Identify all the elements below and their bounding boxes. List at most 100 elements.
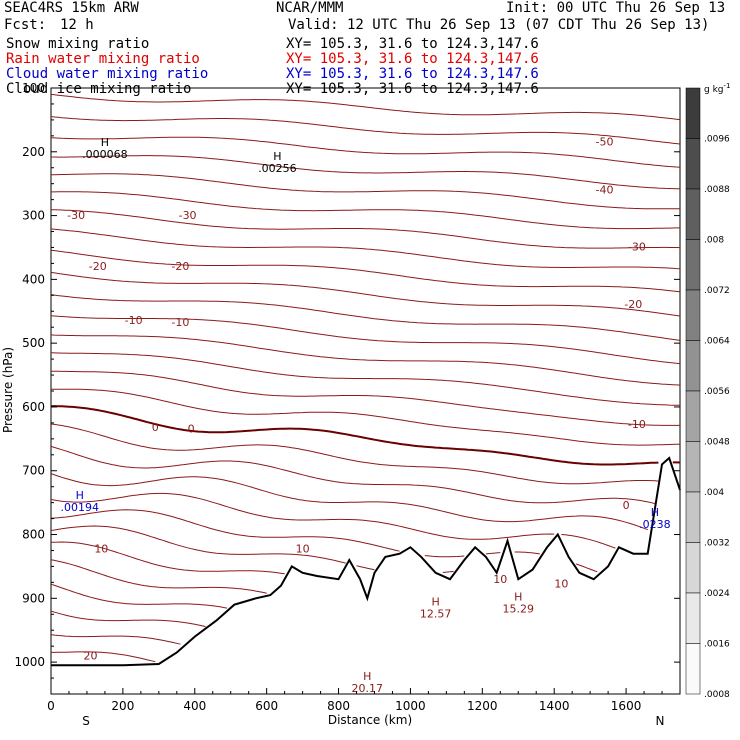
isotherm-line	[50, 315, 681, 365]
extremum-value: 12.57	[420, 607, 452, 620]
colorbar-label: .0056	[704, 387, 730, 397]
colorbar-label: .0008	[704, 690, 730, 700]
forecast-label: Fcst:	[4, 17, 47, 33]
x-axis-title: Distance (km)	[328, 713, 412, 727]
y-tick-label: 200	[22, 145, 45, 159]
contour-value-label: 10	[554, 577, 568, 590]
x-tick-label: 1400	[539, 699, 570, 713]
extremum-value: .0238	[639, 518, 671, 531]
colorbar-units: g kg-1	[704, 82, 730, 95]
isotherm-line	[50, 116, 681, 145]
y-tick-label: 100	[22, 81, 45, 95]
init-time: Init: 00 UTC Thu 26 Sep 13	[506, 0, 726, 16]
extremum-marker: H	[514, 590, 522, 603]
contour-value-label: 0	[188, 422, 195, 435]
contour-value-label: -20	[89, 260, 107, 273]
isotherm-line	[51, 651, 156, 663]
isotherm-line	[50, 473, 648, 531]
x-tick-label: 1600	[611, 699, 642, 713]
contour-value-label: -10	[125, 314, 143, 327]
colorbar-swatch	[685, 491, 701, 543]
plot-frame	[50, 87, 681, 695]
isotherm-line	[50, 352, 681, 406]
extremum-marker: H	[76, 489, 84, 502]
y-tick-label: 1000	[14, 655, 45, 669]
y-axis-title: Pressure (hPa)	[1, 347, 15, 433]
contour-value-label: -30	[179, 209, 197, 222]
field-cloudwater-name: Cloud water mixing ratio	[6, 66, 209, 82]
y-tick-label: 500	[22, 336, 45, 350]
extremum-marker: H	[363, 670, 371, 683]
isotherm-line	[50, 249, 681, 293]
colorbar-swatch	[685, 542, 701, 594]
organization-label: NCAR/MMM	[276, 0, 344, 16]
forecast-hour: 12 h	[60, 17, 94, 33]
x-axis: 0 200 400 600 800 1000 1200 1400 1600	[47, 688, 663, 713]
contour-value-label: -20	[624, 298, 642, 311]
field-cloudice-name: Cloud ice mixing ratio	[6, 81, 192, 97]
isotherm-line	[50, 610, 206, 628]
x-tick-label: 0	[47, 699, 55, 713]
colorbar-swatch	[685, 390, 701, 442]
valid-time: Valid: 12 UTC Thu 26 Sep 13 (07 CDT Thu …	[288, 17, 710, 33]
contour-labels: -50 -40 -30 -30 -30 -20 -20 -20 -10 -10 -10 0 0 0 10 10…	[67, 135, 646, 662]
contour-value-label: 10	[94, 542, 108, 555]
colorbar-swatch	[685, 239, 701, 291]
isotherm-line	[50, 445, 655, 504]
extremum-marker: H	[431, 595, 439, 608]
contour-value-label: 10	[493, 573, 507, 586]
contour-value-label: -20	[171, 260, 189, 273]
field-snow-xy: XY= 105.3, 31.6 to 124.3,147.6	[286, 36, 539, 52]
extremum-value: 15.29	[503, 602, 535, 615]
terrain-profile	[51, 456, 681, 667]
y-tick-label: 300	[22, 209, 45, 223]
y-tick-label: 400	[22, 272, 45, 286]
isotherm-line	[50, 93, 681, 121]
isotherm-line	[50, 271, 681, 317]
colorbar-swatch	[685, 340, 701, 392]
model-title: SEAC4RS 15km ARW	[4, 0, 139, 16]
isotherm-line	[50, 634, 181, 645]
isotherm-line	[50, 294, 681, 341]
right-endpoint-label: N	[656, 714, 665, 728]
colorbar-swatch	[685, 643, 701, 695]
x-tick-label: 600	[255, 699, 278, 713]
terrain-line	[51, 456, 681, 667]
temperature-contours	[50, 93, 681, 663]
colorbar-label: .0088	[704, 185, 730, 195]
colorbar-label: .0072	[704, 286, 730, 296]
field-rain-xy: XY= 105.3, 31.6 to 124.3,147.6	[286, 51, 539, 67]
x-tick-label: 400	[183, 699, 206, 713]
contour-value-label: -40	[596, 183, 614, 196]
colorbar-label: .0032	[704, 539, 730, 549]
y-tick-label: 700	[22, 464, 45, 478]
colorbar-swatch	[685, 87, 701, 139]
y-tick-label: 900	[22, 591, 45, 605]
x-tick-label: 1000	[395, 699, 426, 713]
x-tick-label: 200	[111, 699, 134, 713]
field-snow-name: Snow mixing ratio	[6, 36, 150, 52]
x-tick-label: 1200	[467, 699, 498, 713]
extremum-value: .00256	[258, 162, 297, 175]
isotherm-line	[50, 173, 680, 210]
colorbar-label: .0024	[704, 589, 730, 599]
contour-value-label: 0	[152, 421, 159, 434]
colorbar-swatch	[685, 441, 701, 493]
isotherm-line	[51, 388, 681, 446]
isotherm-line	[51, 155, 681, 190]
left-endpoint-label: S	[82, 714, 90, 728]
isotherm-line	[50, 509, 598, 573]
x-tick-label: 800	[327, 699, 350, 713]
extremum-marker: H	[273, 150, 281, 163]
extremum-value: 20.17	[352, 682, 384, 695]
colorbar-label: .008	[704, 236, 724, 246]
field-rain-name: Rain water mixing ratio	[6, 51, 200, 67]
colorbar-swatch	[685, 289, 701, 341]
colorbar-label: .0016	[704, 640, 730, 650]
extremum-marker: H	[101, 136, 109, 149]
isotherm-line	[50, 334, 681, 386]
contour-value-label: 0	[623, 499, 630, 512]
